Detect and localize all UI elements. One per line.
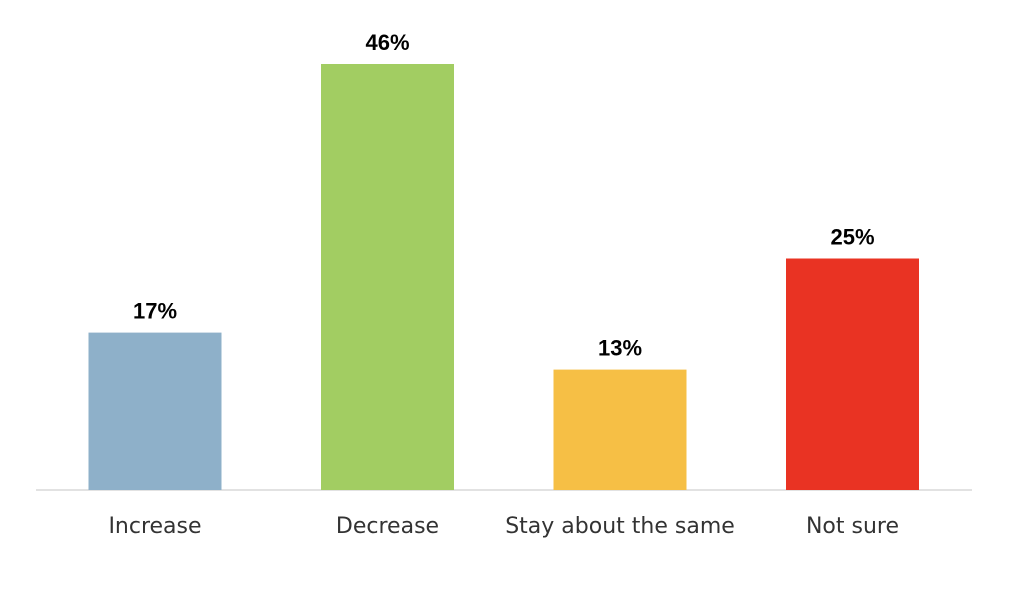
bar-not-sure [786, 258, 919, 490]
category-label-increase: Increase [108, 514, 201, 539]
value-label-not-sure: 25% [830, 225, 874, 250]
category-label-stay-about-the-same: Stay about the same [505, 514, 735, 539]
value-label-stay-about-the-same: 13% [598, 336, 642, 361]
value-label-decrease: 46% [365, 30, 409, 55]
category-labels-group: Increase Decrease Stay about the same Not s… [108, 514, 899, 539]
bars-group [88, 64, 919, 490]
bar-increase [88, 332, 222, 490]
bar-stay-about-the-same [553, 369, 687, 490]
value-labels-group: 17% 46% 13% 25% [133, 30, 875, 361]
category-label-not-sure: Not sure [806, 514, 899, 539]
value-label-increase: 17% [133, 299, 177, 324]
bar-decrease [321, 64, 454, 490]
category-label-decrease: Decrease [336, 514, 439, 539]
